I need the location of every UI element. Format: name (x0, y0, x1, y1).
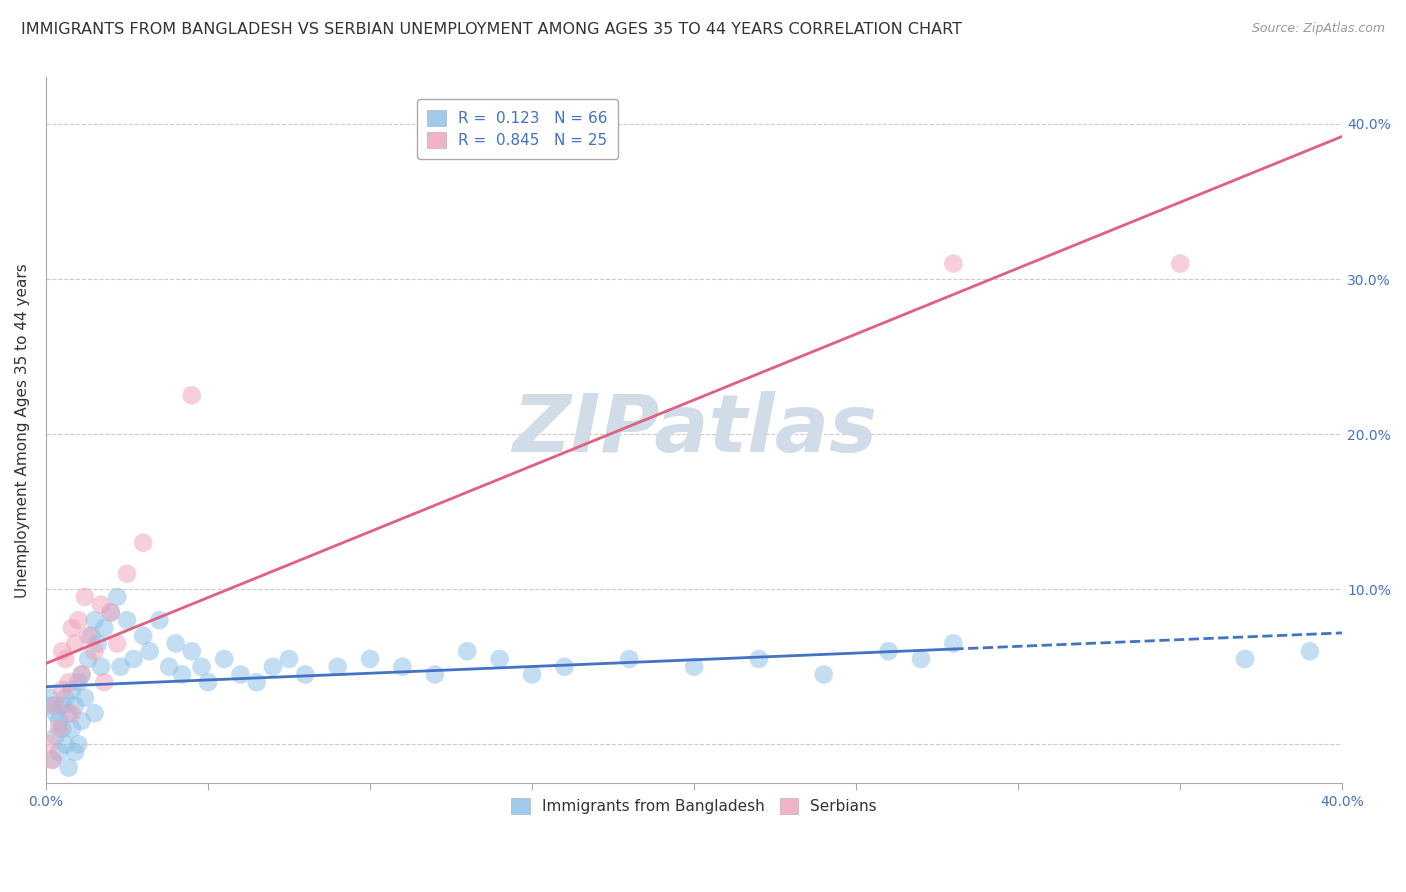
Point (1234, 652, 1257, 666)
Point (58, 675, 80, 690)
Point (748, 652, 770, 666)
Point (70, 667, 93, 681)
Point (83, 706, 105, 721)
Point (80, 629, 103, 643)
Point (105, 636, 128, 650)
Text: Source: ZipAtlas.com: Source: ZipAtlas.com (1251, 22, 1385, 36)
Point (70, 714, 93, 728)
Point (813, 667, 835, 681)
Point (100, 606, 122, 620)
Point (1168, 256, 1191, 270)
Point (63, 745, 86, 759)
Point (165, 636, 187, 650)
Point (877, 644, 900, 658)
Point (115, 613, 138, 627)
Point (132, 535, 155, 549)
Point (90, 659, 112, 673)
Point (180, 644, 202, 658)
Point (138, 644, 160, 658)
Point (115, 566, 138, 581)
Point (55, 737, 77, 751)
Point (51, 683, 73, 698)
Point (58, 706, 80, 721)
Point (55, 652, 77, 666)
Point (246, 675, 269, 690)
Point (488, 652, 510, 666)
Point (619, 652, 641, 666)
Point (553, 659, 575, 673)
Point (90, 598, 112, 612)
Point (110, 659, 132, 673)
Point (87, 636, 110, 650)
Point (212, 652, 235, 666)
Point (100, 606, 122, 620)
Point (67, 737, 90, 751)
Point (38, 737, 60, 751)
Point (683, 659, 706, 673)
Point (67, 613, 90, 627)
Point (77, 629, 100, 643)
Point (55, 690, 77, 705)
Point (83, 613, 105, 627)
Point (1299, 644, 1322, 658)
Point (63, 636, 86, 650)
Y-axis label: Unemployment Among Ages 35 to 44 years: Unemployment Among Ages 35 to 44 years (15, 263, 30, 598)
Point (172, 667, 194, 681)
Point (67, 675, 90, 690)
Point (41, 698, 63, 713)
Point (58, 760, 80, 774)
Point (48, 722, 70, 736)
Point (359, 652, 381, 666)
Point (942, 636, 965, 650)
Point (278, 652, 301, 666)
Point (70, 667, 93, 681)
Point (60, 683, 83, 698)
Point (51, 644, 73, 658)
Point (197, 675, 219, 690)
Point (63, 698, 86, 713)
Point (105, 590, 128, 604)
Point (83, 644, 105, 658)
Point (60, 722, 83, 736)
Point (45, 730, 67, 744)
Point (38, 690, 60, 705)
Point (423, 667, 446, 681)
Point (77, 652, 100, 666)
Point (41, 753, 63, 767)
Point (294, 667, 316, 681)
Point (326, 659, 349, 673)
Point (45, 698, 67, 713)
Point (73, 590, 96, 604)
Point (45, 706, 67, 721)
Point (157, 659, 180, 673)
Point (148, 613, 170, 627)
Point (60, 706, 83, 721)
Point (51, 722, 73, 736)
Point (262, 659, 284, 673)
Point (73, 690, 96, 705)
Point (51, 698, 73, 713)
Point (122, 652, 145, 666)
Point (132, 629, 155, 643)
Point (391, 659, 413, 673)
Point (41, 753, 63, 767)
Point (229, 667, 252, 681)
Point (93, 621, 115, 635)
Text: ZIPatlas: ZIPatlas (512, 392, 876, 469)
Point (456, 644, 478, 658)
Point (93, 675, 115, 690)
Point (910, 652, 932, 666)
Point (180, 388, 202, 402)
Point (48, 714, 70, 728)
Point (190, 659, 212, 673)
Text: IMMIGRANTS FROM BANGLADESH VS SERBIAN UNEMPLOYMENT AMONG AGES 35 TO 44 YEARS COR: IMMIGRANTS FROM BANGLADESH VS SERBIAN UN… (21, 22, 962, 37)
Point (942, 256, 965, 270)
Point (60, 621, 83, 635)
Legend: Immigrants from Bangladesh, Serbians: Immigrants from Bangladesh, Serbians (501, 788, 887, 825)
Point (520, 667, 543, 681)
Point (48, 745, 70, 759)
